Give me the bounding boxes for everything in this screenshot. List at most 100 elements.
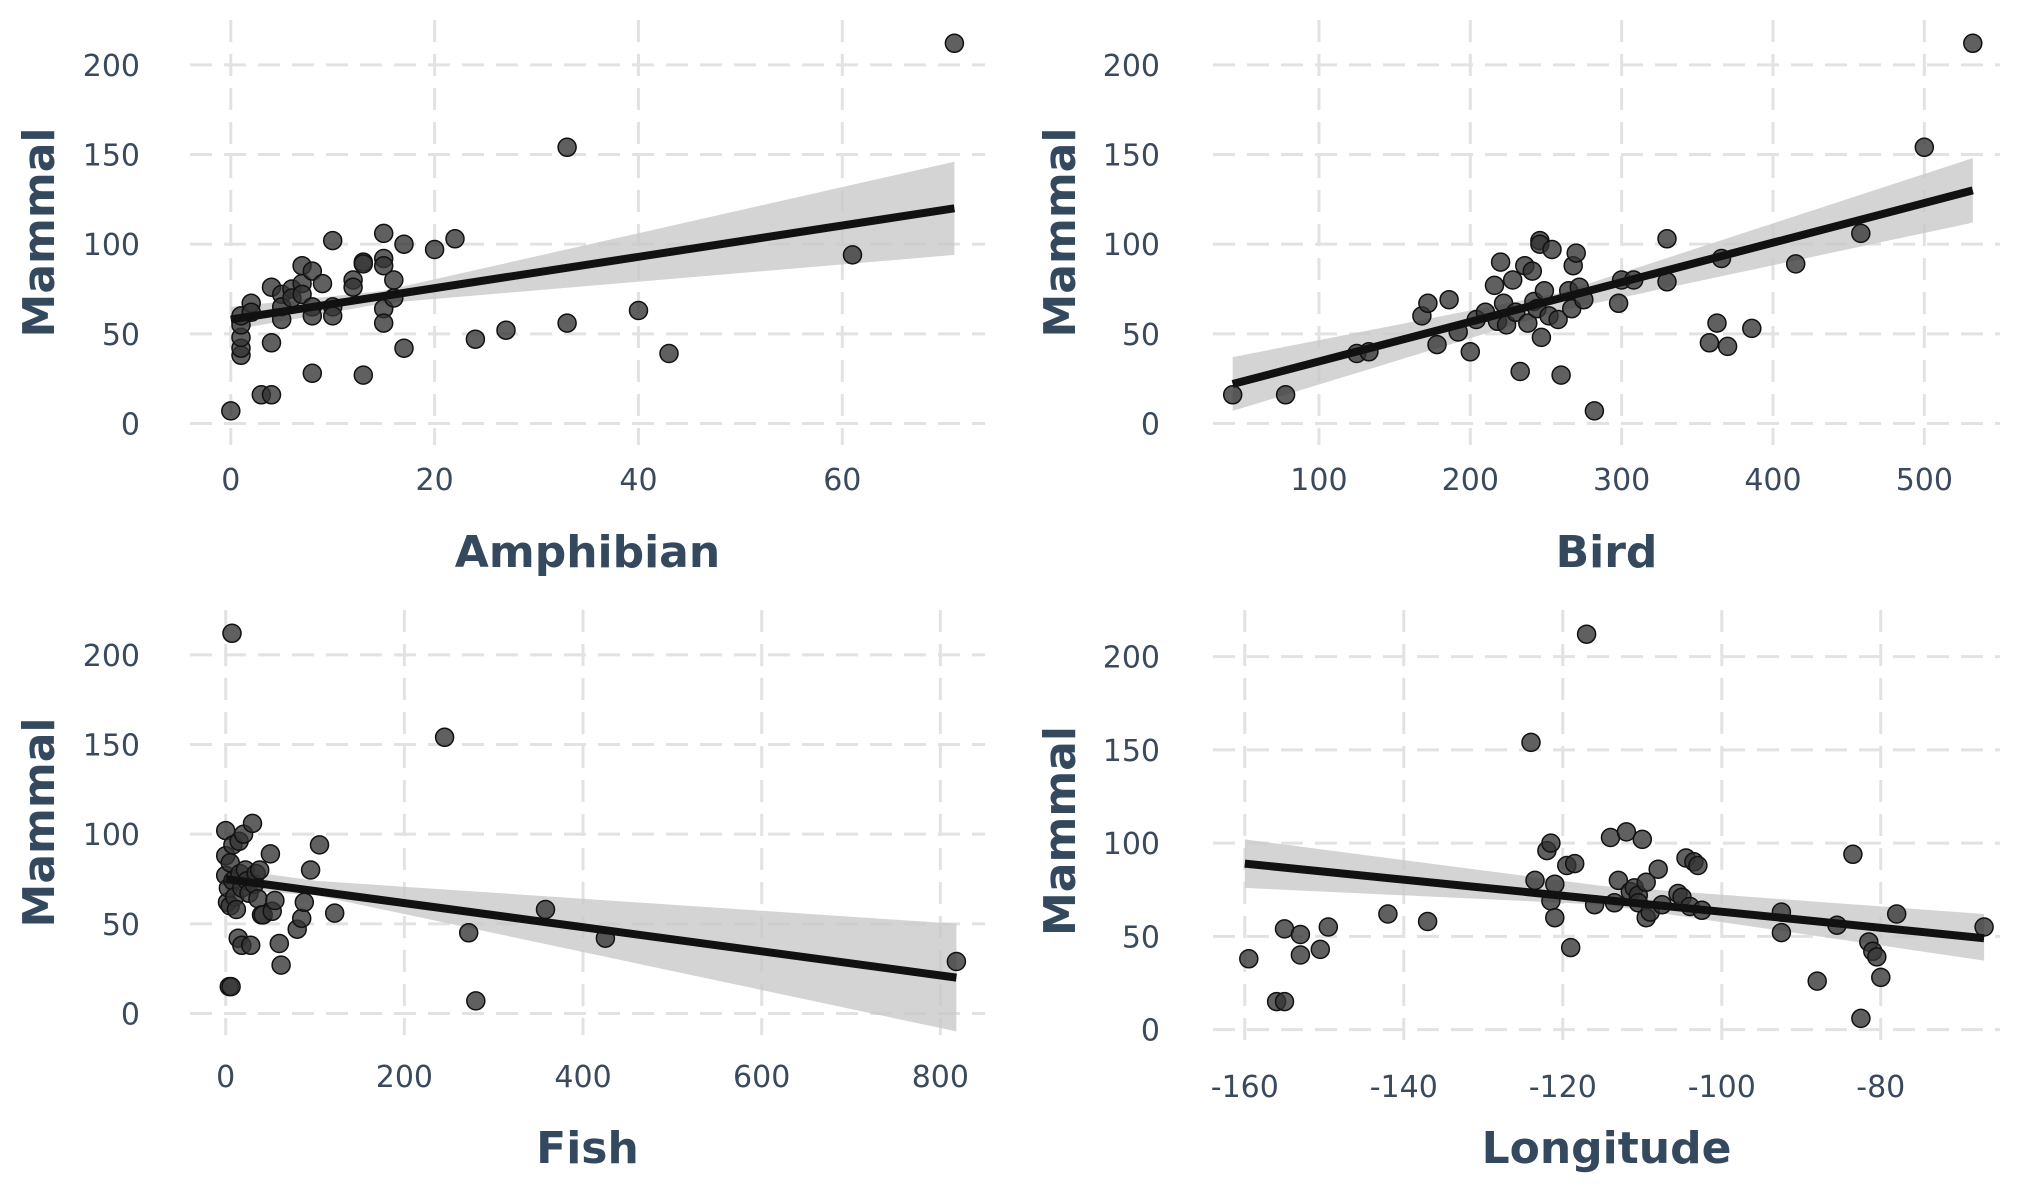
y-tick-label: 200 xyxy=(83,49,140,84)
data-point xyxy=(221,401,241,421)
data-point xyxy=(1560,937,1581,958)
data-point xyxy=(373,313,394,333)
data-point xyxy=(1608,870,1629,891)
x-tick-label: 500 xyxy=(1896,463,1953,498)
y-tick-label: 0 xyxy=(121,407,140,442)
data-point xyxy=(343,277,363,297)
x-tick-label: 800 xyxy=(912,1060,969,1095)
data-point xyxy=(373,223,394,244)
x-tick-label: -140 xyxy=(1370,1070,1438,1105)
data-point xyxy=(1608,293,1629,314)
data-point xyxy=(944,33,965,54)
data-point xyxy=(240,935,261,956)
y-tick-label: 150 xyxy=(83,728,140,763)
data-point xyxy=(1239,949,1259,969)
panel-fish: 0 50 100 150 200 0 200 400 600 800 Fish Mammal xyxy=(14,610,985,1174)
data-point xyxy=(1222,385,1243,405)
data-point xyxy=(1518,313,1538,333)
data-point xyxy=(384,270,404,290)
x-tick-label: 200 xyxy=(376,1060,433,1095)
data-point xyxy=(1290,924,1311,945)
data-point xyxy=(300,860,321,880)
regression-line xyxy=(1231,186,1974,388)
y-tick-label: 200 xyxy=(83,639,140,674)
x-tick-label: 400 xyxy=(1744,463,1801,498)
data-point xyxy=(1551,365,1571,385)
y-tick-label: 0 xyxy=(1141,407,1160,442)
data-point xyxy=(261,333,282,353)
data-point xyxy=(302,261,323,281)
data-point xyxy=(1636,872,1656,893)
data-point xyxy=(309,835,330,855)
data-point xyxy=(1564,853,1585,874)
data-point xyxy=(1531,327,1552,348)
panel-bird: 0 50 100 150 200 100 200 300 400 500 Bird Mammal xyxy=(1035,20,2000,578)
data-point xyxy=(265,890,285,911)
data-point xyxy=(312,273,333,294)
data-point xyxy=(1275,385,1296,405)
data-point xyxy=(1566,243,1586,263)
x-tick-label: 300 xyxy=(1593,463,1650,498)
data-point xyxy=(535,899,556,920)
data-point xyxy=(1886,904,1907,924)
data-point xyxy=(1427,334,1447,355)
y-tick-label: 100 xyxy=(83,818,140,853)
data-point xyxy=(842,245,863,265)
data-point xyxy=(248,888,268,909)
data-point xyxy=(394,234,414,254)
data-point xyxy=(260,844,281,864)
regression-line xyxy=(1244,859,1985,943)
x-axis-title: Bird xyxy=(1556,527,1658,578)
data-point xyxy=(1521,732,1541,753)
x-axis-title: Amphibian xyxy=(455,527,720,578)
data-point xyxy=(1688,855,1708,876)
data-point xyxy=(1584,401,1605,421)
data-point xyxy=(445,229,465,249)
x-tick-label: 0 xyxy=(216,1060,235,1095)
data-point xyxy=(466,991,486,1011)
data-point xyxy=(1439,289,1459,310)
data-point xyxy=(1290,945,1311,965)
data-point xyxy=(291,908,312,929)
data-point xyxy=(1548,309,1568,330)
data-point xyxy=(1490,252,1511,272)
data-point xyxy=(1460,342,1481,362)
data-point xyxy=(1851,223,1871,244)
data-point xyxy=(1418,293,1438,314)
data-point xyxy=(242,813,263,834)
y-axis-title: Mammal xyxy=(1035,128,1086,338)
y-tick-label: 200 xyxy=(1103,641,1160,676)
data-point xyxy=(1707,313,1727,333)
data-point xyxy=(302,363,323,384)
data-point xyxy=(1510,361,1530,382)
data-point xyxy=(1417,911,1438,932)
panel-longitude: 0 50 100 150 200 -160 -140 -120 -100 -80 Longitude… xyxy=(1035,610,2000,1174)
data-point xyxy=(1974,917,1994,937)
y-tick-label: 0 xyxy=(121,997,140,1032)
data-point xyxy=(1484,275,1505,296)
data-point xyxy=(496,320,516,340)
x-tick-label: 200 xyxy=(1442,463,1499,498)
data-point xyxy=(1525,870,1545,891)
data-point xyxy=(1545,907,1565,928)
data-point xyxy=(628,300,649,321)
y-tick-label: 200 xyxy=(1103,49,1160,84)
panel-amphibian: 0 50 100 150 200 0 20 40 60 Amphibian Mammal xyxy=(14,20,985,578)
data-point xyxy=(1843,844,1863,865)
data-point xyxy=(373,255,394,276)
data-point xyxy=(1785,254,1806,274)
data-point xyxy=(1871,967,1891,988)
x-tick-label: -100 xyxy=(1688,1070,1756,1105)
data-point xyxy=(1378,904,1398,924)
data-point xyxy=(1699,333,1720,353)
x-tick-label: 60 xyxy=(823,463,861,498)
y-tick-label: 50 xyxy=(102,908,140,943)
data-point xyxy=(1274,991,1295,1012)
y-tick-label: 100 xyxy=(1103,228,1160,263)
data-point xyxy=(1632,829,1653,850)
data-point xyxy=(353,365,374,385)
data-point xyxy=(1867,947,1887,967)
data-point xyxy=(322,306,343,326)
y-tick-label: 150 xyxy=(1103,734,1160,769)
